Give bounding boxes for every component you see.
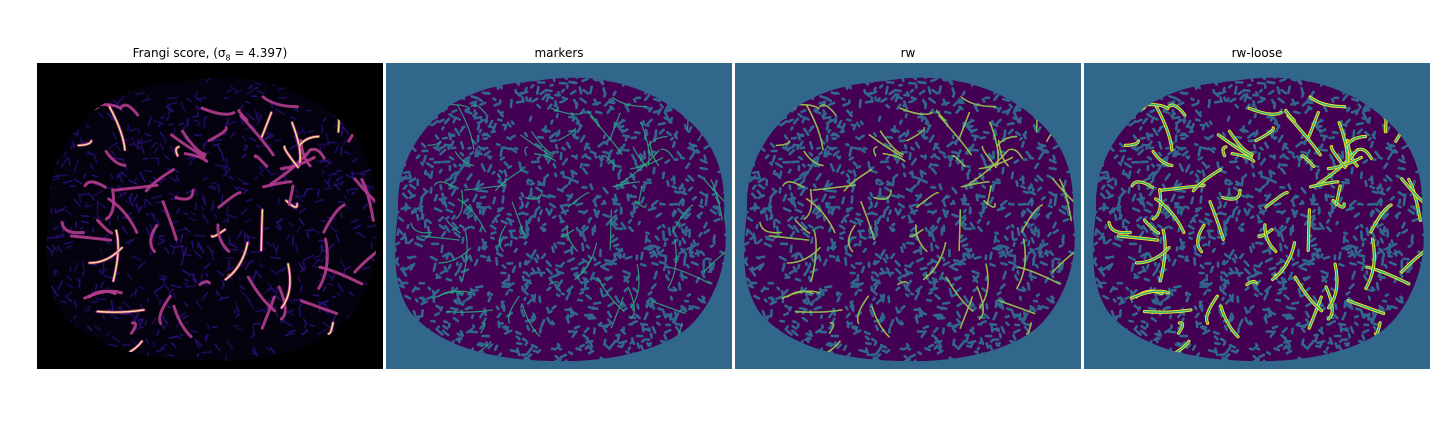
panel-title-rw-loose: rw-loose	[1231, 46, 1283, 60]
panel-title-markers: markers	[534, 46, 584, 60]
panel-frangi: Frangi score, (σ8 = 4.397)	[37, 44, 383, 370]
panel-markers: markers	[386, 44, 732, 370]
panel-title-rw: rw	[900, 46, 916, 60]
panel-rw: rw	[735, 44, 1081, 370]
frangi-score-image	[37, 63, 383, 369]
panel-title-frangi: Frangi score, (σ8 = 4.397)	[132, 46, 288, 63]
tissue-region	[744, 77, 1075, 362]
rw-loose-image	[1084, 63, 1430, 369]
rw-image	[735, 63, 1081, 369]
markers-image	[386, 63, 732, 369]
panel-rw-loose: rw-loose	[1084, 44, 1430, 370]
